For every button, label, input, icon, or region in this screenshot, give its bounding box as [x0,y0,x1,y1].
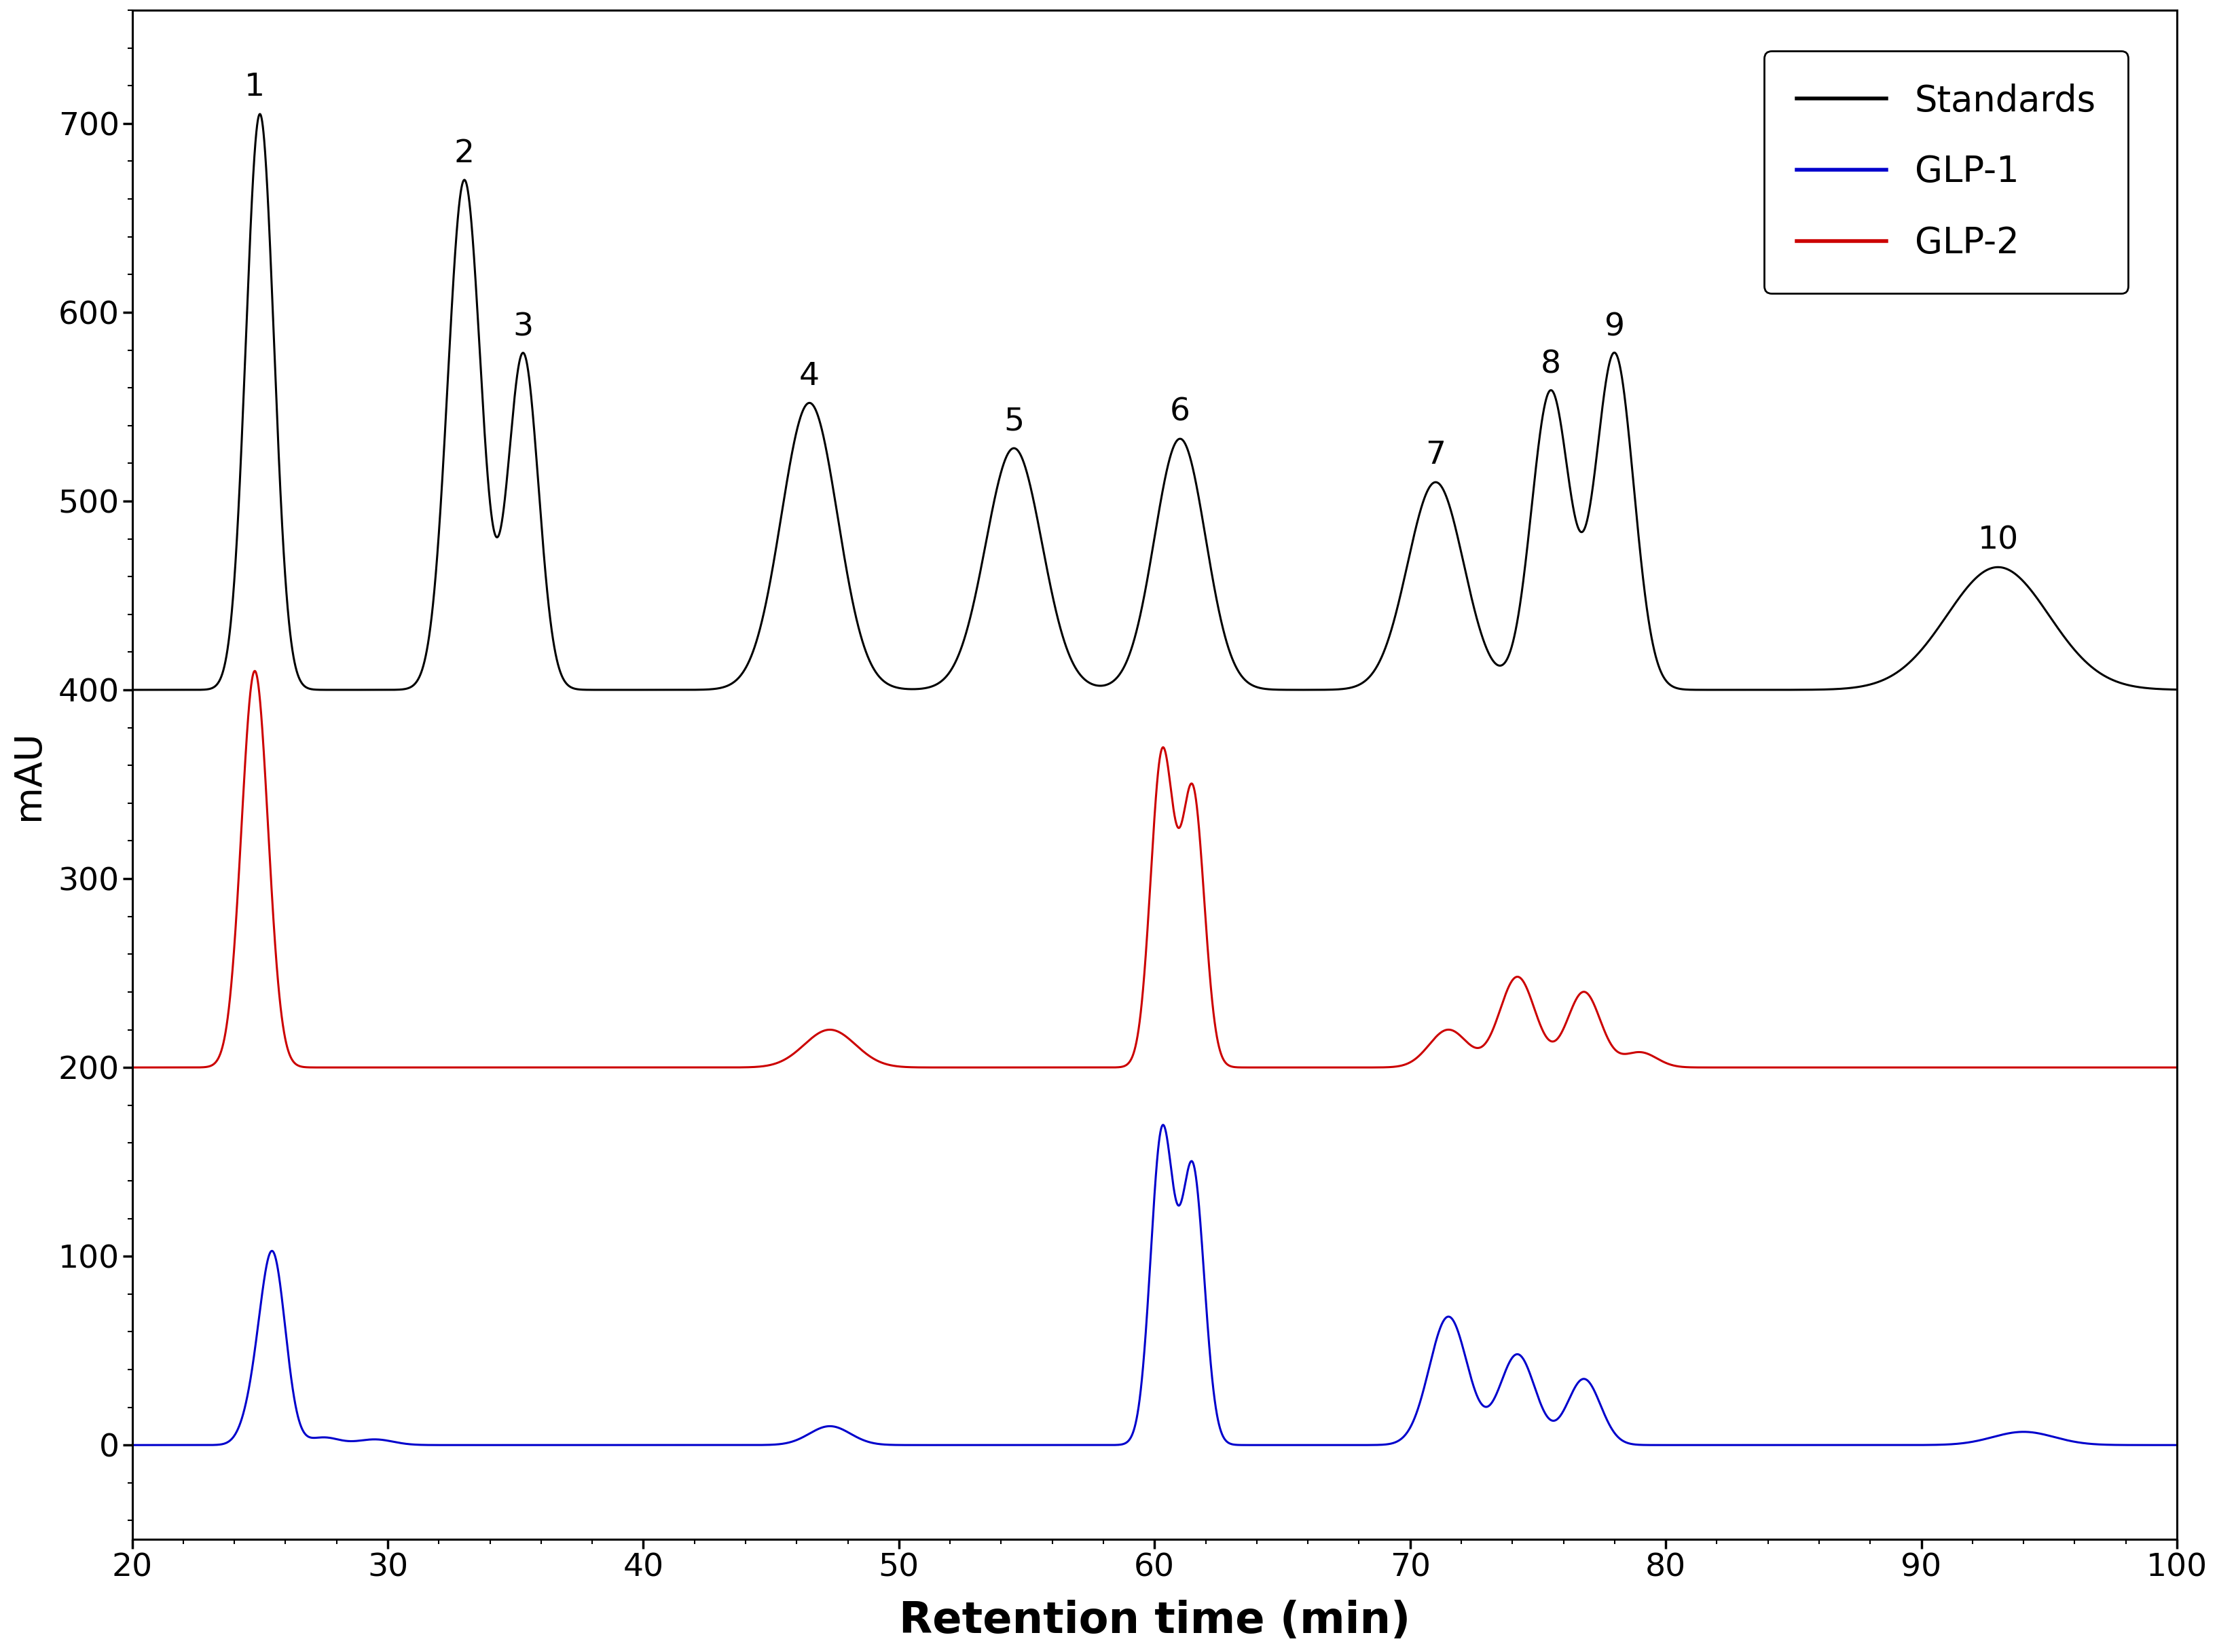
GLP-2 [2164,1057,2190,1077]
Text: 6: 6 [1171,396,1191,428]
Text: 7: 7 [1426,441,1445,471]
Standards [2164,679,2190,699]
GLP-1 [1796,1436,1822,1455]
GLP-1 [572,1436,599,1455]
GLP-1 [321,1429,348,1449]
Standards [321,681,348,700]
GLP-1 [1935,1434,1962,1454]
Standards [120,681,146,700]
Text: 8: 8 [1541,350,1561,380]
GLP-1 [120,1436,146,1455]
Text: 5: 5 [1004,406,1024,436]
Standards [636,681,663,700]
GLP-1 [2164,1436,2190,1455]
GLP-2 [120,1057,146,1077]
GLP-2 [2080,1057,2106,1077]
X-axis label: Retention time (min): Retention time (min) [898,1599,1410,1642]
GLP-2 [321,1057,348,1077]
Text: 2: 2 [454,139,474,169]
GLP-1 [1148,1115,1175,1135]
Legend: Standards, GLP-1, GLP-2: Standards, GLP-1, GLP-2 [1763,51,2128,292]
GLP-2 [1747,1057,1774,1077]
GLP-2 [242,661,268,681]
Line: GLP-2: GLP-2 [133,671,2177,1067]
Standards [1796,681,1822,700]
Y-axis label: mAU: mAU [11,730,47,819]
GLP-2 [636,1057,663,1077]
Standards [2080,659,2106,679]
Text: 10: 10 [1978,525,2017,555]
Text: 4: 4 [798,362,820,392]
Standards [1935,603,1962,623]
Text: 9: 9 [1603,312,1625,342]
Line: GLP-1: GLP-1 [133,1125,2177,1446]
GLP-2 [1796,1057,1822,1077]
GLP-2 [1935,1057,1962,1077]
Standards [246,104,273,124]
Text: 1: 1 [244,73,266,102]
GLP-1 [636,1436,663,1455]
GLP-1 [1747,1436,1774,1455]
Line: Standards: Standards [133,114,2177,691]
Standards [1747,681,1774,700]
GLP-1 [2082,1434,2108,1454]
Text: 3: 3 [512,312,534,342]
